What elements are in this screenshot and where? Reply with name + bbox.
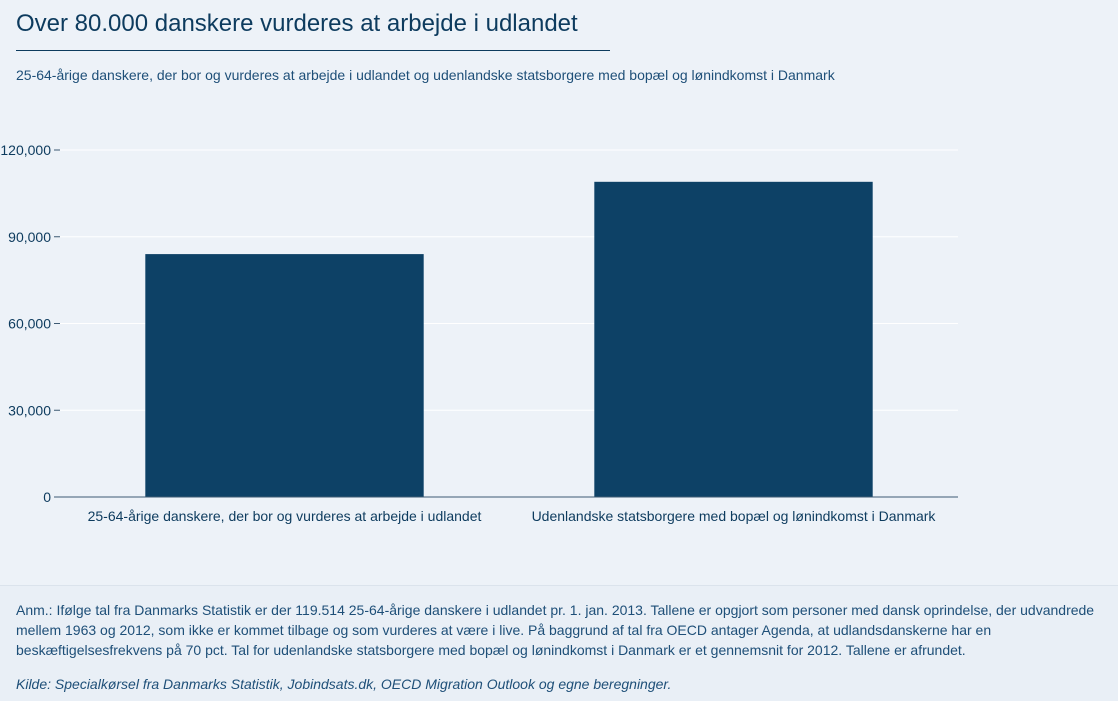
y-tick-label: 30,000 [8,402,51,418]
y-tick-label: 90,000 [8,229,51,245]
bar [145,254,424,497]
x-tick-label: Udenlandske statsborgere med bopæl og lø… [532,508,937,524]
title-underline [16,50,610,51]
y-tick-label: 60,000 [8,316,51,332]
chart-subtitle: 25-64-årige danskere, der bor og vurdere… [16,67,835,83]
bar [594,181,873,497]
bar-chart: 0 30,000 60,000 90,000 120,000 25-64-årige da… [0,142,958,524]
x-tick-label: 25-64-årige danskere, der bor og vurdere… [88,508,482,524]
chart-title: Over 80.000 danskere vurderes at arbejde… [16,10,578,37]
y-tick-label: 120,000 [0,142,51,158]
chart-footer: Anm.: Ifølge tal fra Danmarks Statistik … [0,585,1118,701]
chart-source: Kilde: Specialkørsel fra Danmarks Statis… [16,676,672,692]
y-tick-label: 0 [43,489,51,505]
chart-note: Anm.: Ifølge tal fra Danmarks Statistik … [16,602,1095,658]
